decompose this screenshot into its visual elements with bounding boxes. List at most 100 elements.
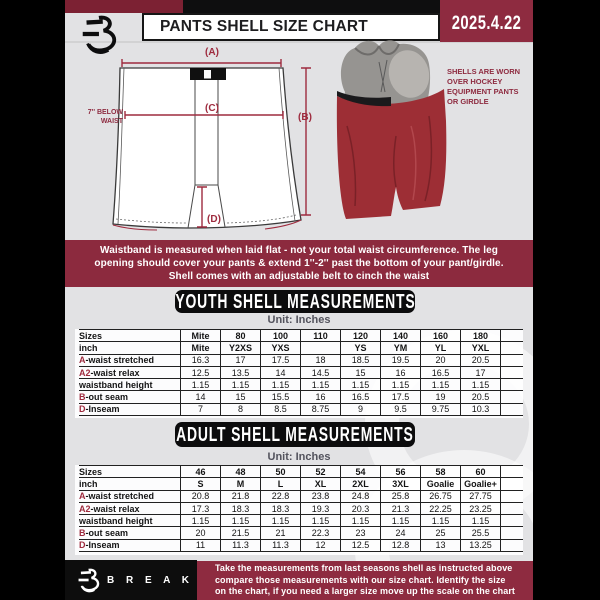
- table-cell: 11.3: [260, 538, 301, 553]
- adult-table-wrap: Sizes 46 48 50 52 54 56 58 60 inch S M L XL 2XL 3XL Goal…: [75, 464, 523, 555]
- diagram-label-b: (B): [298, 112, 312, 123]
- row-label-prefix: A2: [79, 503, 91, 514]
- table-cell: 25.8: [380, 489, 421, 503]
- table-row: B-out seam 20 21.5 21 22.3 23 24 25 25.5: [79, 526, 523, 540]
- table-cell: 14: [260, 365, 301, 380]
- table-cell: 15.5: [260, 390, 301, 404]
- row-line-extension: [500, 526, 523, 540]
- row-line-extension: [500, 353, 523, 367]
- table-cell: 15: [220, 390, 261, 404]
- table-cell: L: [260, 477, 301, 491]
- page-title-box: PANTS SHELL SIZE CHART: [142, 13, 440, 41]
- table-cell: 1.15: [380, 378, 421, 392]
- row-label: inch: [79, 341, 181, 355]
- table-cell: 16.5: [340, 390, 381, 404]
- date-text: 2025.4.22: [451, 13, 522, 34]
- pants-diagram: [112, 59, 311, 231]
- adult-size-table: Sizes 46 48 50 52 54 56 58 60 inch S M L XL 2XL 3XL Goal…: [79, 464, 523, 553]
- table-row: waistband height 1.15 1.15 1.15 1.15 1.15 1.15…: [79, 514, 523, 528]
- table-cell: 12: [300, 538, 341, 553]
- table-cell: 14: [180, 390, 221, 404]
- table-cell: 160: [420, 328, 461, 343]
- table-cell: YXL: [460, 341, 501, 355]
- row-label: D-Inseam: [79, 538, 181, 553]
- table-cell: 48: [220, 464, 261, 479]
- table-cell: 17.5: [380, 390, 421, 404]
- table-cell: 8: [220, 402, 261, 417]
- measure-line-a: [121, 59, 282, 67]
- footer-instructions-text: Take the measurements from last seasons …: [214, 562, 516, 597]
- table-cell: YL: [420, 341, 461, 355]
- table-cell: 19: [420, 390, 461, 404]
- table-cell: 46: [180, 464, 221, 479]
- table-cell: 8.75: [300, 402, 341, 417]
- row-line-extension: [500, 365, 523, 380]
- table-cell: 24: [380, 526, 421, 540]
- table-cell: 12.8: [380, 538, 421, 553]
- table-cell: 13.25: [460, 538, 501, 553]
- table-cell: 58: [420, 464, 461, 479]
- table-cell: 1.15: [220, 378, 261, 392]
- table-cell: 1.15: [180, 514, 221, 528]
- diagram-label-a: (A): [205, 47, 219, 58]
- adult-unit-label: Unit: Inches: [267, 451, 331, 463]
- table-cell: 21.3: [380, 501, 421, 516]
- row-label: waistband height: [79, 514, 181, 528]
- youth-section-banner: YOUTH SHELL MEASUREMENTS: [175, 290, 415, 313]
- table-cell: 23.8: [300, 489, 341, 503]
- table-cell: 9.75: [420, 402, 461, 417]
- table-cell: 22.8: [260, 489, 301, 503]
- brand-wordmark: B R E A K A W A Y: [107, 574, 270, 586]
- footer-brand-bar: B R E A K A W A Y: [65, 560, 265, 600]
- row-line-extension: [500, 514, 523, 528]
- measure-line-c: [124, 111, 284, 119]
- table-cell: 7: [180, 402, 221, 417]
- table-cell: 80: [220, 328, 261, 343]
- measure-line-b: [301, 67, 311, 216]
- row-line-extension: [500, 501, 523, 516]
- row-label-prefix: A2: [79, 367, 91, 378]
- table-cell: 23: [340, 526, 381, 540]
- row-label-prefix: D: [79, 404, 86, 415]
- table-row: A-waist stretched 20.8 21.8 22.8 23.8 24.8 25.…: [79, 489, 523, 503]
- table-cell: 21.8: [220, 489, 261, 503]
- top-strip-maroon: [65, 0, 183, 13]
- table-cell: 54: [340, 464, 381, 479]
- table-cell: 20.3: [340, 501, 381, 516]
- table-cell: 9.5: [380, 402, 421, 417]
- row-label: A2-waist relax: [79, 501, 181, 516]
- table-cell: 16.3: [180, 353, 221, 367]
- table-cell: 52: [300, 464, 341, 479]
- table-cell: 14.5: [300, 365, 341, 380]
- table-row: Sizes Mite 80 100 110 120 140 160 180: [79, 328, 523, 343]
- table-cell: 19.5: [380, 353, 421, 367]
- row-label-prefix: A: [79, 355, 86, 366]
- measure-line-d: [197, 186, 207, 228]
- table-cell: 21.5: [220, 526, 261, 540]
- youth-size-table: Sizes Mite 80 100 110 120 140 160 180 inch Mite Y2X…: [79, 328, 523, 417]
- row-line-extension: [500, 402, 523, 417]
- table-cell: 11.3: [220, 538, 261, 553]
- table-cell: 1.15: [460, 514, 501, 528]
- table-cell: S: [180, 477, 221, 491]
- table-cell: 1.15: [260, 514, 301, 528]
- measurement-notice-text: Waistband is measured when laid flat - n…: [94, 244, 504, 283]
- table-row: inch Mite Y2XS YXS YS YM YL YXL: [79, 341, 523, 355]
- youth-unit-label: Unit: Inches: [267, 314, 331, 326]
- breakaway-footer-logo-icon: [78, 568, 100, 593]
- table-cell: 22.3: [300, 526, 341, 540]
- table-cell: 27.75: [460, 489, 501, 503]
- row-label-prefix: A: [79, 491, 86, 502]
- table-cell: 17.5: [260, 353, 301, 367]
- table-cell: Mite: [180, 341, 221, 355]
- row-line-extension: [500, 477, 523, 491]
- table-cell: 24.8: [340, 489, 381, 503]
- row-label: A-waist stretched: [79, 489, 181, 503]
- table-cell: 100: [260, 328, 301, 343]
- footer-instructions-box: Take the measurements from last seasons …: [197, 561, 533, 600]
- table-cell: 16: [300, 390, 341, 404]
- date-badge: 2025.4.22: [440, 0, 533, 42]
- table-cell: XL: [300, 477, 341, 491]
- table-cell: 18: [300, 353, 341, 367]
- table-cell: 26.75: [420, 489, 461, 503]
